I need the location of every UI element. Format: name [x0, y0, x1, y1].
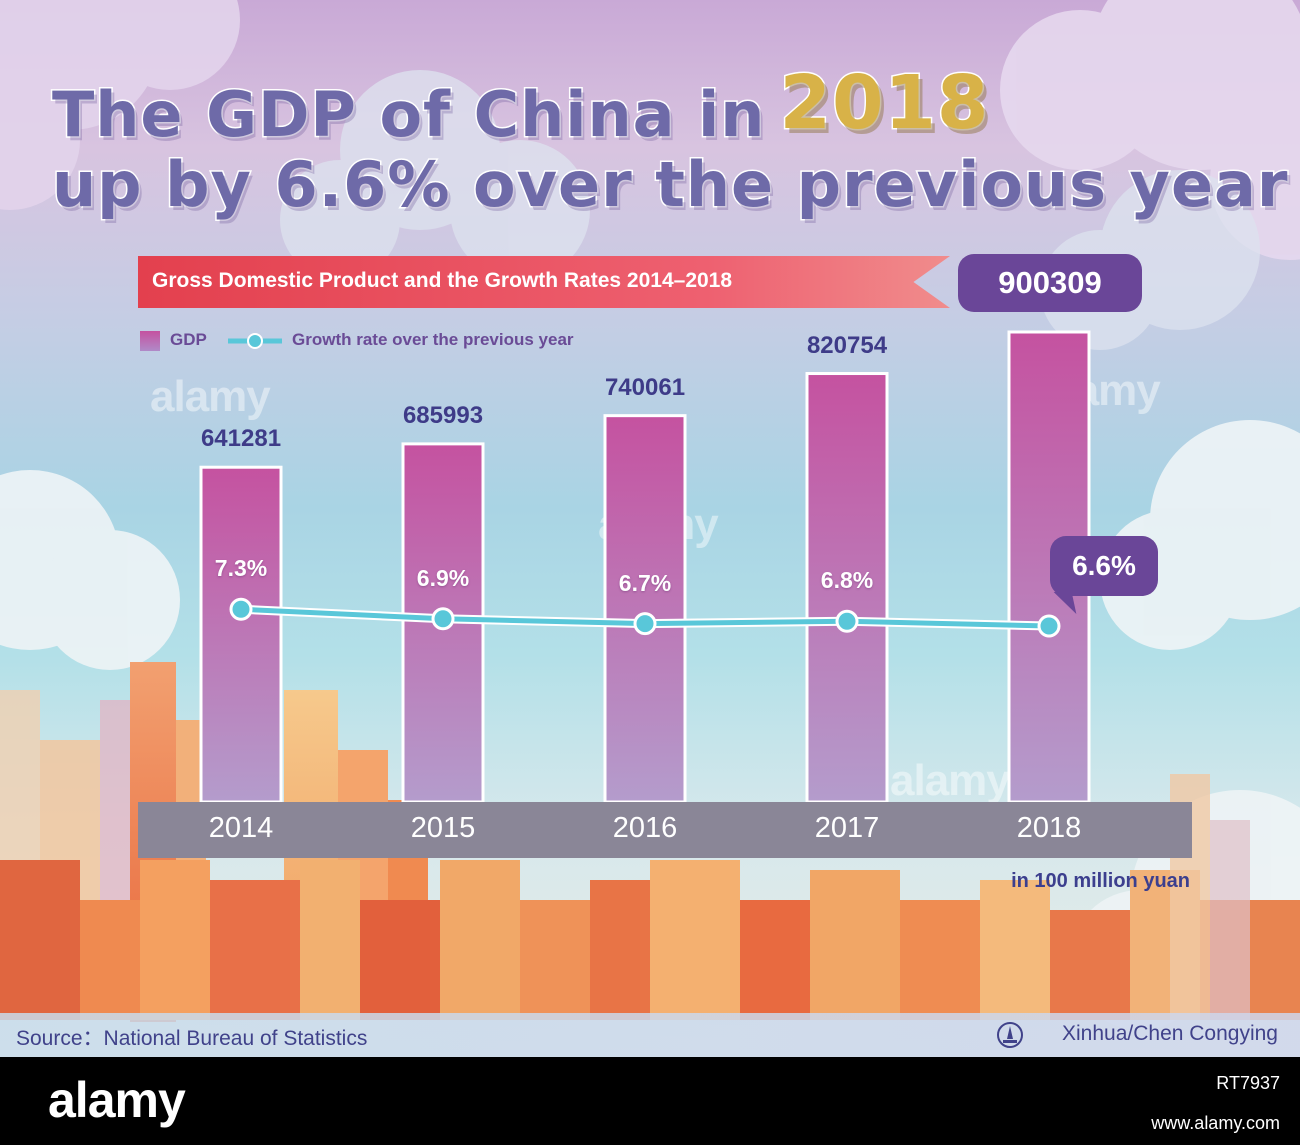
- legend-gdp-swatch: [140, 331, 160, 351]
- x-tick-2015: 2015: [410, 812, 476, 844]
- chart-title: Gross Domestic Product and the Growth Ra…: [152, 269, 733, 292]
- footer: Source：National Bureau of Statistics Xin…: [0, 1013, 1300, 1057]
- chart-title-ribbon: Gross Domestic Product and the Growth Ra…: [138, 256, 950, 308]
- watermark: alamy: [150, 372, 271, 421]
- gdp-value-label-2017: 820754: [806, 331, 888, 359]
- x-axis-band: [138, 802, 1192, 858]
- chart-plot: [199, 330, 1091, 804]
- source-text: Source：National Bureau of Statistics: [16, 1027, 368, 1050]
- title-year: 2018: [778, 59, 990, 148]
- gdp-value-label-2014: 641281: [200, 425, 282, 453]
- credit-text: Xinhua/Chen Congying: [1062, 1022, 1278, 1045]
- cloud-left-mid: [0, 470, 180, 670]
- unit-label: in 100 million yuan: [1011, 870, 1190, 892]
- legend-line-swatch: [228, 333, 282, 349]
- page-title-line-1: The GDP of China in 2018: [50, 59, 989, 154]
- cloud-top-right: [1000, 0, 1300, 260]
- stock-watermark-strip: alamy RT7937 www.alamy.com: [0, 1057, 1300, 1145]
- growth-point-2018: [1037, 614, 1061, 638]
- page-title-line-2: up by 6.6% over the previous year: [50, 147, 1289, 223]
- growth-point-2014: [229, 597, 253, 621]
- gdp-value-badge-2018: 900309: [958, 254, 1142, 312]
- growth-point-2015: [431, 607, 455, 631]
- legend-gdp-label: GDP: [170, 330, 207, 349]
- gdp-value-label-2016: 740061: [604, 373, 686, 401]
- image-id: RT7937: [1216, 1073, 1280, 1093]
- gdp-value-label-2015: 685993: [402, 401, 484, 429]
- gdp-bar-2014: [199, 465, 283, 804]
- growth-rate-label-2017: 6.8%: [820, 567, 874, 594]
- site-url: www.alamy.com: [1151, 1113, 1280, 1133]
- growth-rate-label-2015: 6.9%: [416, 564, 470, 591]
- cloud-top-left: [0, 0, 240, 210]
- growth-point-2016: [633, 612, 657, 636]
- watermark: alamy: [890, 756, 1011, 805]
- poster-background: alamy alamy alamy alamy The GDP of China…: [0, 0, 1300, 1057]
- xinhua-logo-icon: [997, 1022, 1023, 1048]
- gdp-bar-2016: [603, 414, 687, 804]
- x-tick-2016: 2016: [612, 812, 678, 844]
- growth-point-2017: [835, 609, 859, 633]
- growth-rate-label-2014: 7.3%: [214, 555, 268, 582]
- legend-growth-label: Growth rate over the previous year: [292, 330, 574, 349]
- growth-callout-2018: 6.6%: [1050, 536, 1158, 596]
- x-tick-2017: 2017: [814, 812, 880, 844]
- x-tick-2014: 2014: [208, 812, 274, 844]
- title-text: The GDP of China in: [50, 77, 766, 153]
- x-tick-2018: 2018: [1016, 812, 1082, 844]
- alamy-logo: alamy: [48, 1072, 186, 1128]
- growth-rate-label-2016: 6.7%: [618, 569, 672, 596]
